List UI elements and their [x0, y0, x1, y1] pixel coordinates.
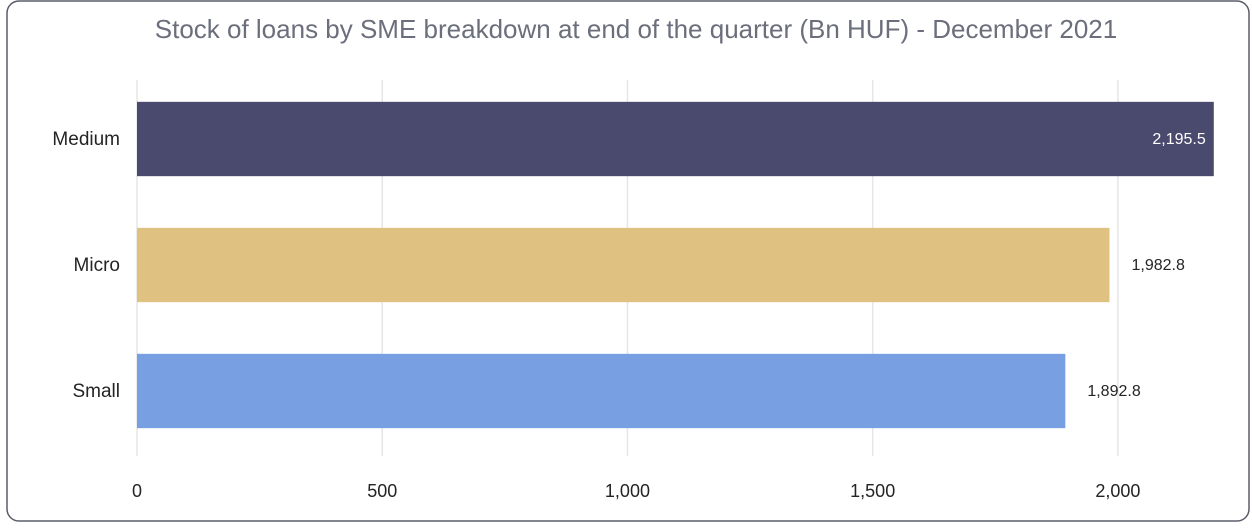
- chart-title: Stock of loans by SME breakdown at end o…: [155, 14, 1117, 44]
- x-tick-label: 0: [132, 481, 142, 501]
- y-tick-label: Medium: [52, 129, 120, 150]
- y-tick-label: Micro: [74, 255, 120, 276]
- bar: [137, 101, 1214, 177]
- x-tick-label: 1,500: [850, 481, 895, 501]
- x-tick-label: 500: [367, 481, 397, 501]
- bar: [137, 353, 1066, 429]
- data-label: 1,892.8: [1087, 383, 1140, 400]
- data-label: 2,195.5: [1152, 131, 1205, 148]
- bar: [137, 227, 1110, 303]
- x-tick-label: 1,000: [605, 481, 650, 501]
- y-tick-label: Small: [72, 381, 120, 402]
- data-label: 1,982.8: [1131, 257, 1184, 274]
- x-tick-label: 2,000: [1095, 481, 1140, 501]
- bars: [137, 101, 1214, 429]
